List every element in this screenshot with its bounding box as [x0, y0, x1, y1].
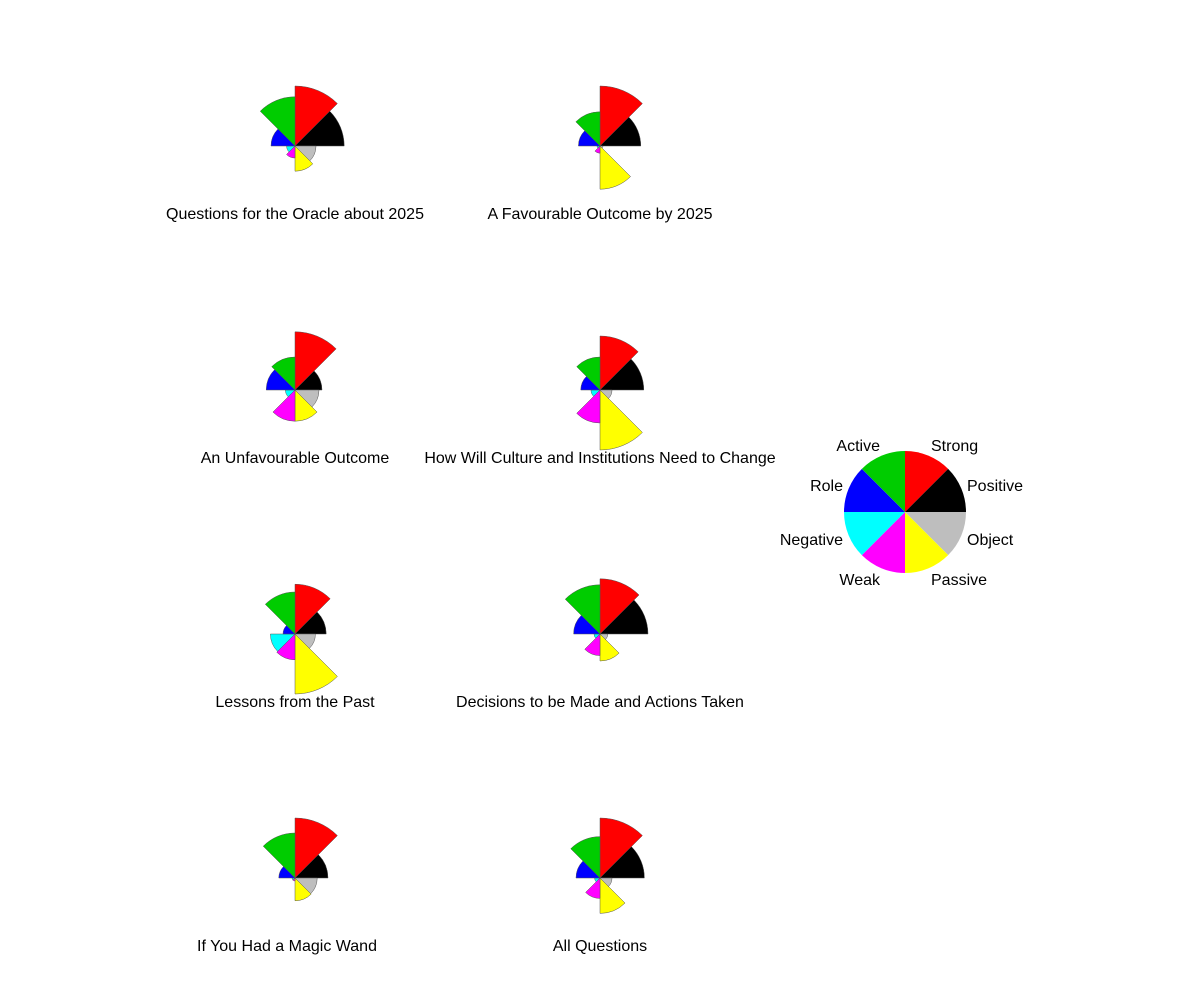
legend-wedge-passive — [905, 512, 949, 573]
rose-wedge-strong — [599, 85, 643, 147]
panel-title: All Questions — [553, 938, 647, 955]
panel-title: An Unfavourable Outcome — [201, 450, 390, 467]
rose-wedge-positive — [294, 370, 323, 391]
rose-wedge-strong — [599, 335, 639, 391]
rose-wedge-positive — [599, 846, 645, 879]
legend-wedge-object — [905, 512, 966, 556]
panel-title: A Favourable Outcome by 2025 — [487, 206, 712, 223]
panel-title: Decisions to be Made and Actions Taken — [456, 694, 744, 711]
panel-title: Questions for the Oracle about 2025 — [166, 206, 424, 223]
legend-label-strong: Strong — [931, 438, 978, 455]
rose-wedge-weak — [272, 389, 296, 422]
rose-wedge-strong — [599, 578, 640, 635]
panel-title: If You Had a Magic Wand — [197, 938, 377, 955]
legend-label-weak: Weak — [839, 572, 881, 589]
rose-wedge-passive — [294, 877, 312, 902]
rose-wedge-active — [262, 832, 296, 879]
rose-wedge-passive — [599, 633, 620, 662]
rose-wedge-active — [576, 356, 601, 391]
legend-label-active: Active — [836, 438, 880, 455]
legend-label-passive: Passive — [931, 572, 987, 589]
rose-wedge-passive — [294, 633, 338, 695]
legend-label-negative: Negative — [780, 532, 843, 549]
rose-wedge-positive — [599, 116, 642, 147]
rose-panel-all-questions: All Questions — [553, 817, 647, 955]
rose-wedge-weak — [286, 145, 296, 159]
rose-panel-lessons-from-the-past: Lessons from the Past — [215, 583, 375, 711]
rose-panel-a-favourable-outcome-by-2025: A Favourable Outcome by 2025 — [487, 85, 713, 223]
rose-wedge-passive — [599, 145, 631, 190]
rose-wedge-active — [564, 584, 601, 635]
rose-wedge-weak — [594, 145, 601, 154]
legend-wedge-negative — [844, 512, 905, 556]
rose-panel-an-unfavourable-outcome: An Unfavourable Outcome — [201, 331, 390, 467]
rose-wedge-active — [570, 836, 601, 879]
rose-wedge-positive — [294, 611, 327, 635]
legend-label-role: Role — [810, 478, 843, 495]
rose-wedge-passive — [599, 877, 626, 914]
legend-wedge-strong — [905, 451, 949, 512]
legend-wedge-positive — [905, 468, 966, 512]
rose-wedge-strong — [294, 85, 338, 147]
rose-wedge-positive — [599, 358, 645, 391]
rose-panel-if-you-had-a-magic-wand: If You Had a Magic Wand — [197, 817, 377, 955]
rose-wedge-weak — [276, 633, 296, 661]
rose-wedge-negative — [270, 633, 296, 652]
legend-label-object: Object — [967, 532, 1014, 549]
legend-wheel: Strong Positive Object Passive Weak Negative R… — [780, 438, 1023, 589]
rose-wedge-strong — [599, 817, 643, 879]
rose-wedge-strong — [294, 583, 331, 635]
rose-wedge-weak — [576, 389, 601, 424]
rose-wedge-weak — [585, 877, 601, 899]
rose-panel-questions-for-the-oracle-about-2025: Questions for the Oracle about 2025 — [166, 85, 424, 223]
panel-title: Lessons from the Past — [215, 694, 375, 711]
rose-panel-decisions-to-be-made-and-actions-taken: Decisions to be Made and Actions Taken — [456, 578, 744, 711]
rose-wedge-passive — [599, 389, 643, 451]
rose-wedge-active — [264, 591, 296, 635]
rose-wedge-active — [575, 111, 601, 147]
rose-wedge-strong — [294, 817, 338, 879]
panel-title: How Will Culture and Institutions Need t… — [424, 450, 775, 467]
rose-wedge-active — [259, 96, 296, 147]
rose-wedge-active — [271, 356, 296, 391]
rose-wedge-positive — [294, 854, 329, 879]
rose-wedge-passive — [294, 145, 314, 172]
rose-wedge-positive — [599, 599, 649, 635]
legend-wedge-role — [844, 468, 905, 512]
legend-wedge-weak — [861, 512, 905, 573]
rose-wedge-weak — [584, 633, 601, 656]
rose-panel-how-will-culture-and-institutions-need-to-change: How Will Culture and Institutions Need t… — [424, 335, 776, 467]
legend-label-positive: Positive — [967, 478, 1023, 495]
legend-wedge-active — [861, 451, 905, 512]
rose-wedge-strong — [294, 331, 337, 391]
rose-wedge-positive — [294, 110, 345, 147]
